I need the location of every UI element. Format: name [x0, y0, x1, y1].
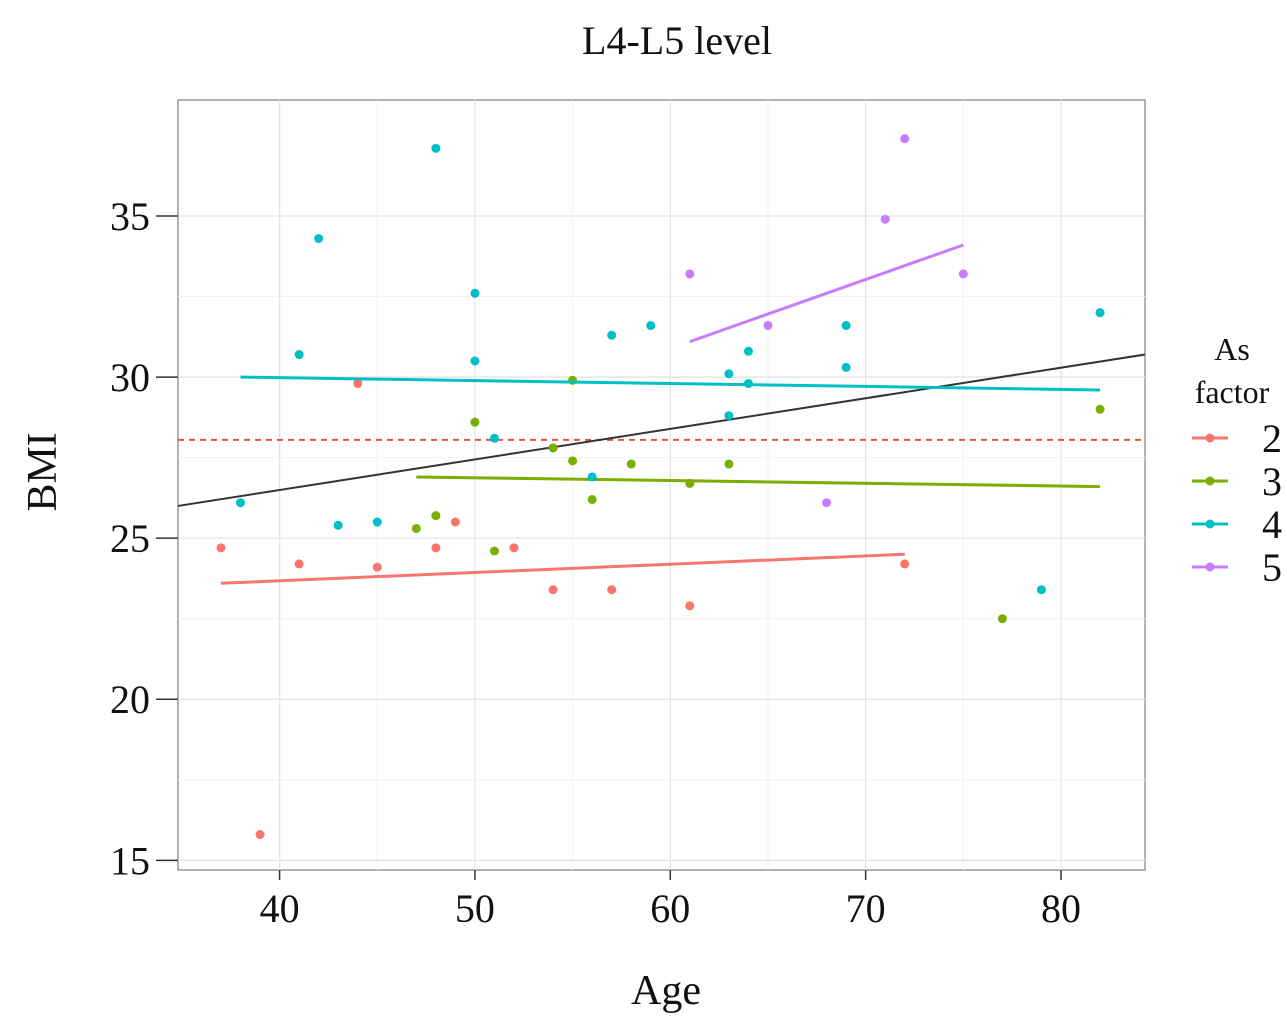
data-point-4 — [431, 143, 441, 153]
data-point-2 — [607, 585, 617, 595]
data-point-3 — [1095, 404, 1105, 414]
data-point-2 — [431, 543, 441, 553]
fit-line-5 — [689, 243, 964, 344]
legend-label-5: 5 — [1262, 545, 1282, 590]
data-point-4 — [372, 517, 382, 527]
data-point-4 — [1095, 308, 1105, 318]
data-point-5 — [763, 321, 773, 331]
data-point-5 — [958, 269, 968, 279]
data-point-3 — [548, 443, 558, 453]
x-tick-label: 40 — [260, 886, 300, 931]
legend-label-3: 3 — [1262, 459, 1282, 504]
legend-label-2: 2 — [1262, 416, 1282, 461]
x-tick-label: 80 — [1041, 886, 1081, 931]
data-point-4 — [470, 356, 480, 366]
data-point-4 — [646, 321, 656, 331]
grid — [178, 100, 1145, 870]
legend-key-point-3 — [1205, 476, 1215, 486]
data-point-3 — [626, 459, 636, 469]
data-point-4 — [724, 369, 734, 379]
data-point-5 — [685, 269, 695, 279]
x-tick-label: 60 — [650, 886, 690, 931]
legend-key-point-4 — [1205, 519, 1215, 529]
data-point-4 — [470, 288, 480, 298]
data-point-4 — [1036, 585, 1046, 595]
data-point-4 — [489, 433, 499, 443]
y-tick-label: 20 — [110, 677, 150, 722]
data-point-3 — [568, 456, 578, 466]
data-point-4 — [743, 379, 753, 389]
marks — [177, 134, 1146, 840]
data-point-5 — [900, 134, 910, 144]
legend-title-line-1: As — [1214, 331, 1250, 367]
data-point-2 — [900, 559, 910, 569]
data-point-4 — [587, 472, 597, 482]
x-axis-label: Age — [631, 968, 701, 1014]
y-tick-label: 30 — [110, 355, 150, 400]
data-point-4 — [294, 350, 304, 360]
data-point-3 — [997, 614, 1007, 624]
data-point-3 — [411, 523, 421, 533]
fit-line-3 — [416, 475, 1101, 489]
data-point-2 — [450, 517, 460, 527]
legend-key-point-5 — [1205, 562, 1215, 572]
data-point-4 — [724, 411, 734, 421]
legend-label-4: 4 — [1262, 502, 1282, 547]
fit-line-2 — [220, 552, 905, 585]
data-point-4 — [841, 362, 851, 372]
data-point-2 — [548, 585, 558, 595]
data-point-3 — [685, 478, 695, 488]
data-point-3 — [587, 494, 597, 504]
data-point-3 — [431, 511, 441, 521]
legend-key-point-2 — [1205, 433, 1215, 443]
data-point-4 — [743, 346, 753, 356]
data-point-3 — [724, 459, 734, 469]
data-point-4 — [236, 498, 246, 508]
data-point-2 — [216, 543, 226, 553]
axes: 40 50 60 70 80 15 20 25 30 35 — [110, 194, 1081, 931]
data-point-2 — [509, 543, 519, 553]
data-point-2 — [353, 379, 363, 389]
data-point-2 — [294, 559, 304, 569]
data-point-4 — [841, 321, 851, 331]
overall-fit-line — [177, 353, 1146, 507]
data-point-4 — [607, 330, 617, 340]
legend-title-line-2: factor — [1195, 374, 1270, 410]
data-point-3 — [489, 546, 499, 556]
data-point-5 — [880, 214, 890, 224]
data-point-2 — [685, 601, 695, 611]
data-point-2 — [255, 830, 265, 840]
y-axis-label: BMI — [20, 432, 66, 511]
data-point-2 — [372, 562, 382, 572]
data-point-4 — [333, 520, 343, 530]
y-tick-label: 35 — [110, 194, 150, 239]
chart-title: L4-L5 level — [582, 18, 772, 63]
x-tick-label: 50 — [455, 886, 495, 931]
y-tick-label: 15 — [110, 838, 150, 883]
data-point-4 — [314, 234, 324, 244]
x-tick-label: 70 — [846, 886, 886, 931]
data-point-5 — [822, 498, 832, 508]
fit-line-4 — [240, 375, 1101, 392]
y-tick-label: 25 — [110, 516, 150, 561]
data-point-3 — [470, 417, 480, 427]
